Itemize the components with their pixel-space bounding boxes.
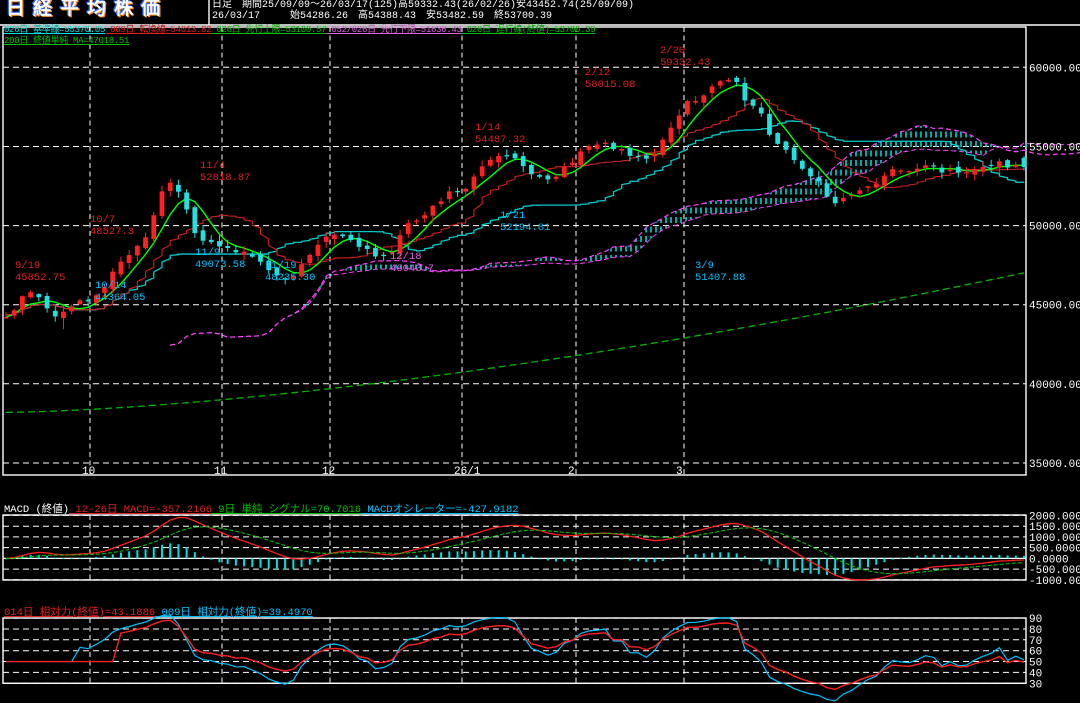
svg-text:40000.00: 40000.00: [1029, 380, 1080, 392]
svg-text:2/12: 2/12: [585, 67, 610, 79]
svg-text:46043.7: 46043.7: [390, 263, 434, 275]
svg-text:60000.00: 60000.00: [1029, 63, 1080, 75]
svg-text:11/19: 11/19: [265, 260, 297, 272]
svg-text:-1000.0000: -1000.0000: [1029, 576, 1080, 588]
svg-text:50000.00: 50000.00: [1029, 222, 1080, 234]
svg-text:10/14: 10/14: [95, 280, 127, 292]
svg-text:11/9: 11/9: [195, 247, 220, 259]
svg-text:9/19: 9/19: [15, 260, 40, 272]
svg-text:26/1: 26/1: [454, 466, 481, 478]
svg-text:58015.08: 58015.08: [585, 79, 635, 91]
svg-text:12: 12: [322, 466, 335, 478]
svg-text:48527.3: 48527.3: [90, 226, 134, 238]
svg-text:1/21: 1/21: [500, 210, 525, 222]
svg-text:10: 10: [82, 466, 95, 478]
svg-text:11: 11: [214, 466, 228, 478]
svg-text:51407.88: 51407.88: [695, 272, 745, 284]
svg-text:59332.43: 59332.43: [660, 57, 710, 69]
svg-text:2: 2: [568, 466, 575, 478]
svg-text:45852.75: 45852.75: [15, 272, 65, 284]
svg-text:54487.32: 54487.32: [475, 134, 525, 146]
svg-text:48235.30: 48235.30: [265, 272, 315, 284]
svg-text:30: 30: [1029, 679, 1042, 691]
svg-text:3: 3: [676, 466, 683, 478]
svg-text:49073.58: 49073.58: [195, 259, 245, 271]
svg-text:10/7: 10/7: [90, 214, 115, 226]
svg-text:35000.00: 35000.00: [1029, 459, 1080, 471]
svg-text:1/14: 1/14: [475, 122, 500, 134]
svg-text:55000.00: 55000.00: [1029, 143, 1080, 155]
svg-text:12/18: 12/18: [390, 251, 422, 263]
svg-text:45000.00: 45000.00: [1029, 301, 1080, 313]
svg-text:52194.81: 52194.81: [500, 222, 550, 234]
svg-text:44364.05: 44364.05: [95, 292, 145, 304]
svg-text:3/9: 3/9: [695, 260, 714, 272]
svg-text:2/20: 2/20: [660, 45, 685, 57]
svg-text:52818.87: 52818.87: [200, 172, 250, 184]
svg-text:11/4: 11/4: [200, 160, 225, 172]
